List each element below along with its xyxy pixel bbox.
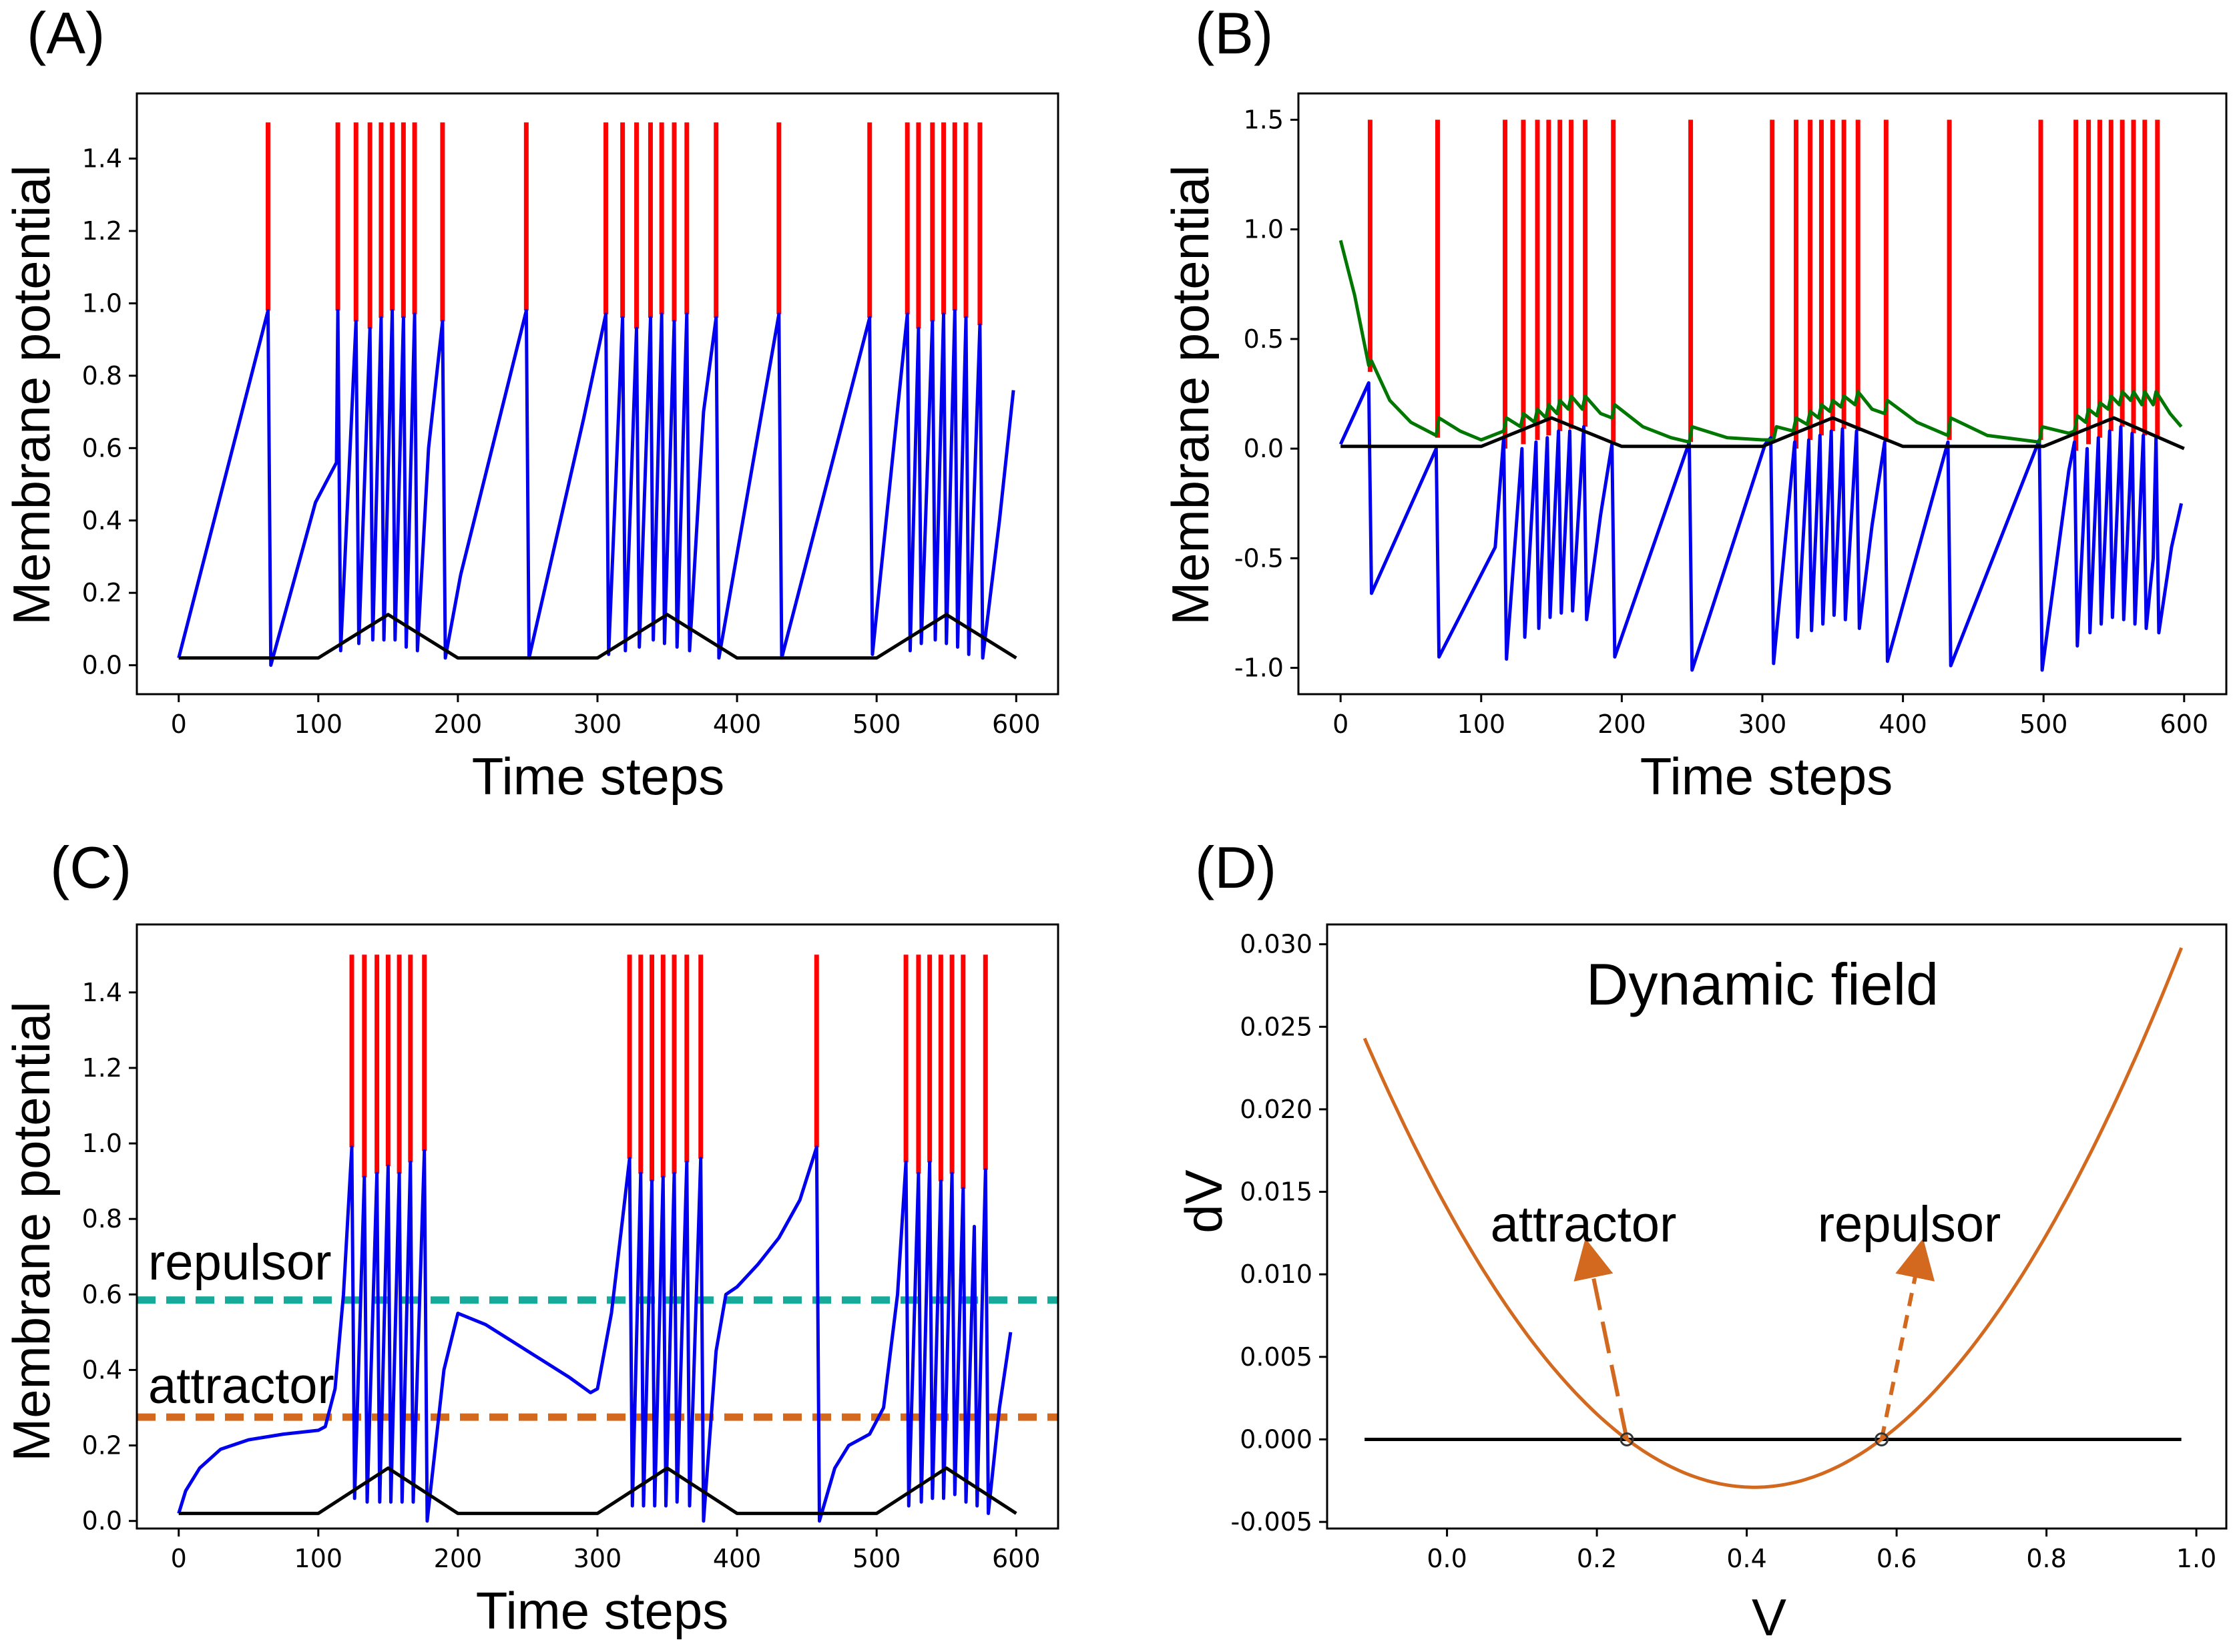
y-tick-label-d: 0.020: [1240, 1095, 1312, 1124]
input-series-a: [178, 613, 1017, 660]
y-axis-title-a: Membrane potential: [2, 165, 61, 625]
x-tick-label-d: 0.2: [1577, 1544, 1617, 1573]
x-tick-label-d: 0.0: [1427, 1544, 1467, 1573]
y-tick-label-c: 0.6: [82, 1280, 122, 1309]
x-tick-label-b: 0: [1332, 710, 1348, 739]
x-tick-label-c: 200: [434, 1544, 483, 1573]
x-tick-label-c: 400: [713, 1544, 762, 1573]
x-tick-label-b: 300: [1738, 710, 1787, 739]
dynamic-field-curve: [1362, 947, 2184, 1489]
x-tick-label-c: 100: [294, 1544, 343, 1573]
y-tick-label-c: 1.2: [82, 1053, 122, 1083]
membrane-series-a: [177, 308, 1015, 667]
y-tick-label-b: 1.5: [1244, 105, 1284, 134]
y-tick-label-d: 0.000: [1240, 1424, 1312, 1454]
y-tick-label-c: 0.2: [82, 1431, 122, 1460]
y-tick-label-d: 0.015: [1240, 1177, 1312, 1207]
chart-title-d: Dynamic field: [1586, 951, 1939, 1017]
x-tick-label-b: 100: [1457, 710, 1506, 739]
repulsor-fixed-point: [1875, 1432, 1889, 1446]
y-tick-label-a: 1.0: [82, 288, 122, 318]
repulsor-annotation: repulsor: [1818, 1196, 2001, 1253]
plot-frame-a: [136, 92, 1059, 696]
threshold-series-b: [1338, 240, 2183, 444]
panel-b: (B) 0 100 200 300 400 500 600 -1.0 -0.5 0.0 0.5 1.0…: [1161, 0, 2228, 806]
x-tick-label-b: 200: [1597, 710, 1646, 739]
y-axis-title-c: Membrane potential: [2, 1001, 61, 1461]
plot-frame-b: [1297, 92, 2228, 696]
y-tick-label-d: 0.030: [1240, 930, 1312, 959]
y-axis-title-d: dV: [1174, 1169, 1233, 1233]
x-axis-title-c: Time steps: [476, 1581, 729, 1640]
y-tick-label-b: -0.5: [1234, 543, 1284, 573]
plot-area-b: 0 100 200 300 400 500 600 -1.0 -0.5 0.0 0.5 1.0 1.5: [1234, 92, 2228, 739]
y-tick-label-a: 0.4: [82, 506, 122, 535]
attractor-arrow: [1573, 1238, 1629, 1440]
x-tick-label-b: 600: [2160, 710, 2209, 739]
repulsor-arrow: [1879, 1238, 1935, 1440]
membrane-series-b: [1338, 381, 2184, 672]
y-tick-label-a: 1.4: [82, 144, 122, 174]
y-tick-label-b: 0.5: [1244, 324, 1284, 354]
plot-area-a: 0 100 200 300 400 500 600 0.0 0.2 0.4 0.6 0.8 1.0 1.2…: [82, 92, 1059, 739]
x-tick-label-d: 0.8: [2026, 1544, 2066, 1573]
x-tick-label-c: 500: [852, 1544, 901, 1573]
x-tick-label-b: 500: [2019, 710, 2068, 739]
x-tick-label-c: 0: [171, 1544, 187, 1573]
y-tick-label-c: 0.4: [82, 1355, 122, 1384]
attractor-fixed-point: [1620, 1432, 1634, 1446]
x-tick-label-a: 600: [992, 710, 1041, 739]
y-tick-label-b: 1.0: [1244, 215, 1284, 244]
x-axis-title-d: V: [1752, 1588, 1786, 1647]
x-tick-label-a: 400: [713, 710, 762, 739]
y-tick-label-d: 0.025: [1240, 1012, 1312, 1041]
y-tick-label-b: -1.0: [1234, 653, 1284, 683]
y-tick-label-b: 0.0: [1244, 434, 1284, 463]
attractor-annotation: attractor: [1491, 1196, 1677, 1253]
y-tick-label-a: 0.0: [82, 651, 122, 680]
y-tick-label-a: 0.6: [82, 433, 122, 463]
y-tick-label-a: 0.8: [82, 361, 122, 390]
panel-c: (C) 0 100 200 300 400 500 600 0.0 0.2 0.4 0.6 0.8 1.…: [2, 834, 1059, 1640]
y-tick-label-d: -0.005: [1231, 1507, 1313, 1537]
x-tick-label-a: 500: [852, 710, 901, 739]
x-tick-label-a: 300: [573, 710, 622, 739]
x-axis-title-b: Time steps: [1640, 747, 1893, 806]
plot-frame-c: [136, 923, 1059, 1530]
attractor-line-label: attractor: [148, 1358, 334, 1414]
y-tick-label-d: 0.005: [1240, 1342, 1312, 1372]
x-tick-label-c: 600: [992, 1544, 1041, 1573]
panel-label-a: (A): [27, 0, 105, 66]
input-series-b: [1340, 416, 2185, 451]
y-tick-label-c: 0.8: [82, 1204, 122, 1233]
y-tick-label-c: 1.0: [82, 1129, 122, 1158]
x-tick-label-a: 100: [294, 710, 343, 739]
panel-label-b: (B): [1195, 0, 1273, 66]
panel-label-c: (C): [50, 834, 132, 900]
x-tick-label-d: 1.0: [2176, 1544, 2216, 1573]
x-tick-label-c: 300: [573, 1544, 622, 1573]
plot-area-d: 0.0 0.2 0.4 0.6 0.8 1.0 -0.005 0.000 0.005 0.010 0…: [1231, 923, 2228, 1573]
input-series-c: [178, 1466, 1017, 1515]
y-tick-label-a: 1.2: [82, 216, 122, 246]
y-axis-title-b: Membrane potential: [1161, 165, 1220, 625]
y-tick-label-c: 0.0: [82, 1506, 122, 1536]
membrane-series-c: [177, 1145, 1013, 1523]
x-tick-label-d: 0.6: [1877, 1544, 1917, 1573]
x-tick-label-b: 400: [1879, 710, 1927, 739]
x-tick-label-d: 0.4: [1726, 1544, 1766, 1573]
panel-label-d: (D): [1195, 834, 1276, 900]
plot-frame-d: [1326, 923, 2228, 1530]
x-axis-title-a: Time steps: [472, 747, 725, 806]
repulsor-line-label: repulsor: [148, 1234, 332, 1291]
panel-d: (D) 0.0 0.2 0.4 0.6 0.8 1.0-0.0050.0000.0050.…: [1174, 834, 2228, 1647]
plot-area-c: 0 100 200 300 400 500 600 0.0 0.2 0.4 0.6 0.8 1.0 1.2…: [82, 923, 1059, 1573]
x-tick-label-a: 200: [434, 710, 483, 739]
y-tick-label-d: 0.010: [1240, 1260, 1312, 1289]
y-tick-label-c: 1.4: [82, 978, 122, 1007]
panel-a: (A) 0 100 200 300 400 500 600 0.0 0.2 0.4 0.6 0.8 1.…: [2, 0, 1059, 806]
x-tick-label-a: 0: [171, 710, 187, 739]
y-tick-label-a: 0.2: [82, 578, 122, 607]
